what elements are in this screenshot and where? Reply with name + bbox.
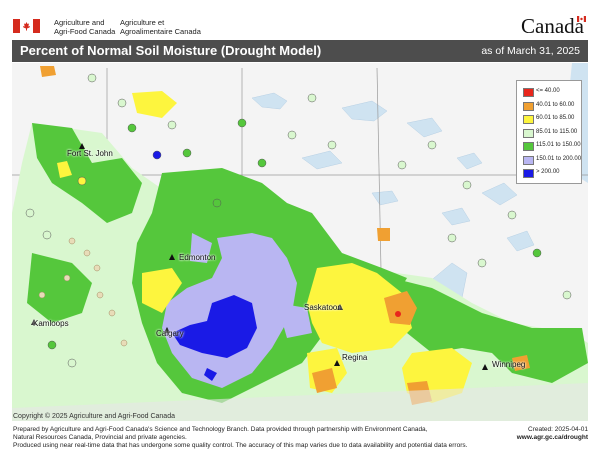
station-dots [25,73,572,368]
copyright: Copyright © 2025 Agriculture and Agri-Fo… [13,413,175,420]
city-marker-icon [31,319,37,325]
legend-swatch [523,169,534,178]
moisture-40-60-east [384,291,417,325]
map-legend: <= 40.00 40.01 to 60.00 60.01 to 85.00 85.0… [516,80,582,184]
city-marker-icon [79,143,85,149]
title-bar: Percent of Normal Soil Moisture (Drought… [12,40,588,62]
legend-label: <= 40.00 [536,88,560,94]
us-region [12,383,588,421]
city-label: Kamloops [33,319,69,328]
legend-label: 115.01 to 150.00 [536,142,581,148]
moisture-115-150-north [32,123,142,223]
moisture-115-150-bc [27,253,92,323]
legend-label: 85.01 to 115.00 [536,128,578,135]
legend-swatch [523,115,534,124]
department-name-english: Agriculture and Agri-Food Canada [54,18,116,36]
legend-label: 40.01 to 60.00 [536,101,575,108]
footer: Prepared by Agriculture and Agri-Food Ca… [0,422,600,463]
moisture-over-200 [172,295,257,358]
legend-label: > 200.00 [536,169,560,175]
created-date: Created: 2025-04-01 [528,426,588,433]
city-marker-icon [334,360,340,366]
moisture-115-150-east [372,273,588,383]
city-marker-icon [482,364,488,370]
drought-url-link[interactable]: www.agr.gc.ca/drought [516,434,588,441]
legend-swatch [523,155,534,165]
moisture-60-85-west [142,268,182,313]
city-label: Calgary [156,329,184,338]
department-name-french: Agriculture et Agroalimentaire Canada [120,18,201,36]
legend-swatch [523,128,534,138]
moisture-60-85-north [132,91,177,118]
city-label: Regina [342,353,368,362]
legend-label: 150.01 to 200.00 [536,155,582,162]
legend-swatch [523,88,534,97]
city-label: Winnipeg [492,360,526,369]
moisture-60-85-central [307,263,412,353]
created-info: Created: 2025-04-01 www.agr.gc.ca/drough… [517,426,588,442]
city-label: Fort St. John [67,149,113,158]
map-title: Percent of Normal Soil Moisture (Drought… [20,43,322,58]
map-area[interactable]: <= 40.00 40.01 to 60.00 60.01 to 85.00 85.0… [12,63,588,421]
moisture-under-40 [395,311,401,317]
city-marker-icon [337,304,343,310]
city-marker-icon [169,254,175,260]
soil-moisture-map[interactable] [12,63,588,421]
city-label: Saskatoon [304,303,342,312]
legend-swatch [523,142,534,151]
canada-flag-icon [13,19,40,33]
legend-label: 60.01 to 85.00 [536,115,575,121]
header: Agriculture and Agri-Food Canada Agricul… [0,0,600,40]
legend-swatch [523,101,534,111]
wordmark-flag-icon [577,16,586,22]
city-label: Edmonton [179,253,216,262]
credits-text: Prepared by Agriculture and Agri-Food Ca… [13,426,468,449]
city-marker-icon [164,327,170,333]
map-date: as of March 31, 2025 [481,45,580,57]
canada-wordmark: Canada [521,14,584,38]
